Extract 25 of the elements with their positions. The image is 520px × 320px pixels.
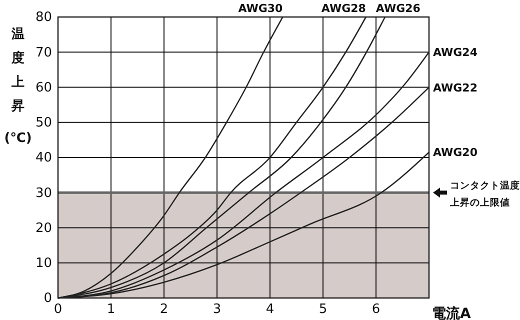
series-label: AWG26 xyxy=(376,2,421,15)
series-label: AWG30 xyxy=(238,2,284,15)
y-tick-label: 30 xyxy=(35,186,52,201)
series-label: AWG22 xyxy=(433,81,478,94)
x-tick-label: 4 xyxy=(266,302,274,318)
x-tick-label: 2 xyxy=(160,302,168,318)
band-label: コンタクト温度上昇の上限値 xyxy=(449,180,520,209)
text: 温度上昇(℃) xyxy=(4,27,32,146)
y-tick-label: 20 xyxy=(35,220,52,236)
x-tick-label: 1 xyxy=(106,302,116,318)
series-label: AWG20 xyxy=(433,146,478,160)
x-tick-label: 6 xyxy=(372,302,380,318)
y-tick-label: 50 xyxy=(35,116,52,131)
x-tick-label: 3 xyxy=(212,302,222,318)
y-tick-label: 0 xyxy=(44,291,52,306)
series-label: AWG28 xyxy=(321,2,366,15)
series-label: AWG24 xyxy=(433,46,478,60)
y-tick-label: 40 xyxy=(35,150,52,166)
y-tick-label: 70 xyxy=(35,45,52,60)
x-axis-title: 電流A xyxy=(432,305,471,320)
y-tick-label: 10 xyxy=(35,256,52,272)
x-tick-label: 5 xyxy=(318,302,328,318)
x-tick-label: 0 xyxy=(54,302,62,318)
y-tick-label: 60 xyxy=(35,80,52,96)
y-tick-label: 80 xyxy=(35,10,52,26)
